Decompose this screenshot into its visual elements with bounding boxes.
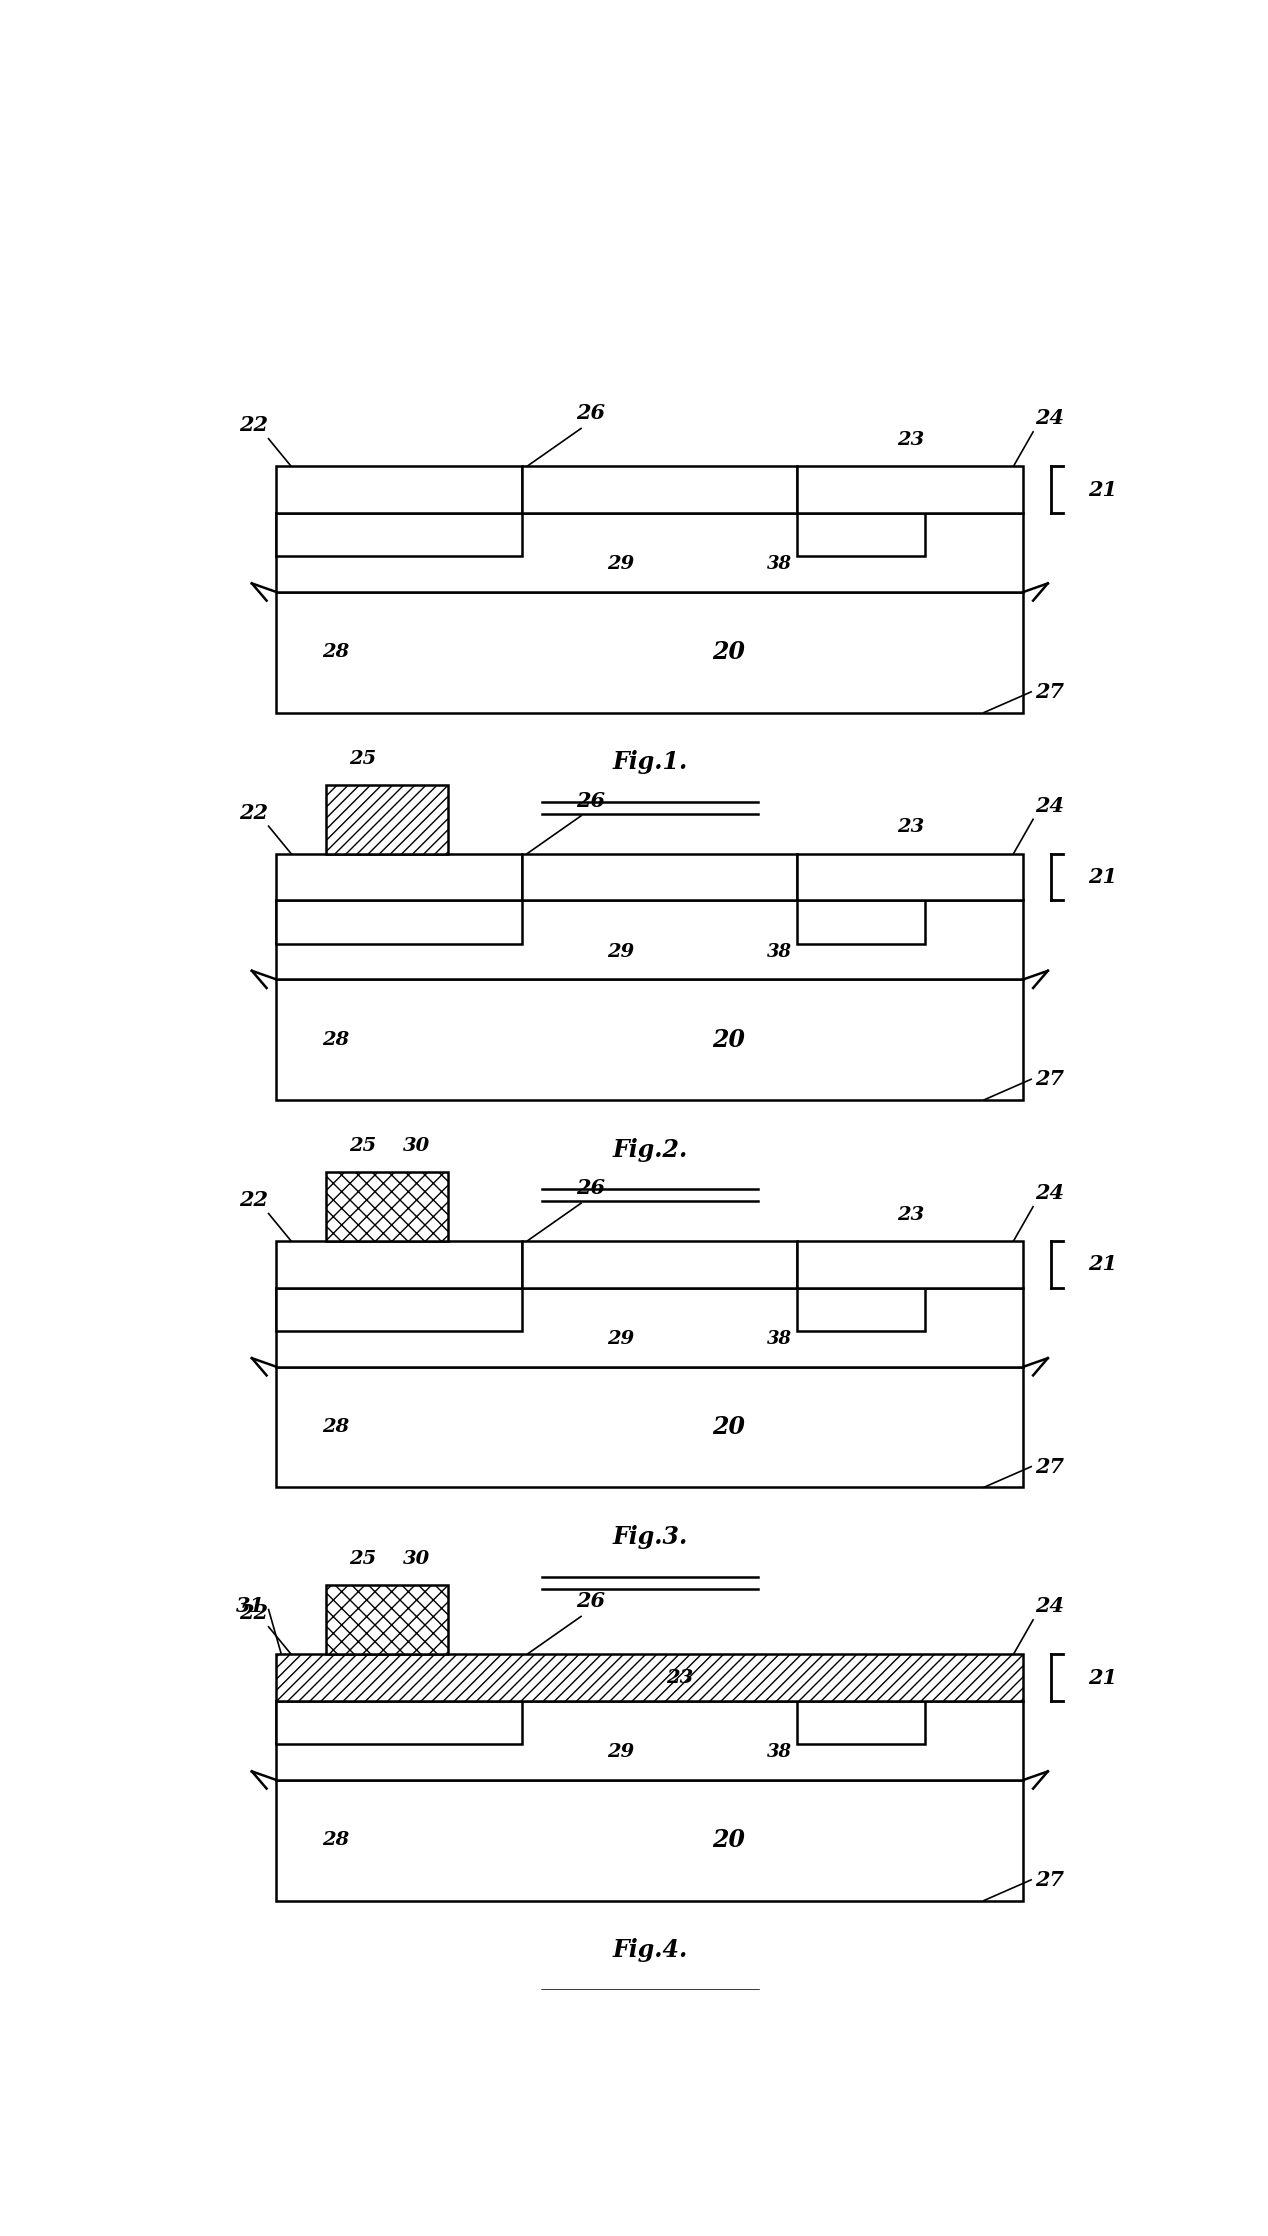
Text: 24: 24 (1035, 409, 1064, 429)
Bar (276, 1702, 522, 1744)
Bar (276, 512, 1023, 593)
Text: 26: 26 (577, 402, 605, 423)
Text: 23: 23 (896, 818, 924, 836)
Text: 21: 21 (1088, 868, 1117, 888)
Bar (522, 1241, 798, 1288)
Text: 24: 24 (1035, 1597, 1064, 1617)
Bar (276, 1288, 1023, 1366)
Bar (276, 901, 522, 944)
Bar (276, 593, 1023, 713)
Text: 28: 28 (322, 1831, 349, 1849)
Text: 38: 38 (767, 1744, 792, 1762)
Text: 28: 28 (322, 644, 349, 662)
Text: Fig.1.: Fig.1. (612, 751, 687, 774)
Text: 21: 21 (1088, 1254, 1117, 1275)
Bar (276, 1241, 522, 1288)
Text: 23: 23 (896, 432, 924, 449)
Text: 29: 29 (607, 555, 634, 572)
Text: 25: 25 (349, 1550, 377, 1567)
Bar (326, 1172, 449, 1241)
Bar (326, 785, 449, 854)
Bar (276, 467, 522, 512)
Text: 38: 38 (767, 944, 792, 961)
Bar (798, 512, 926, 557)
Text: 21: 21 (1088, 1668, 1117, 1688)
Text: 29: 29 (607, 944, 634, 961)
Text: 22: 22 (240, 416, 269, 436)
Bar (276, 979, 1023, 1100)
Bar (798, 1241, 1023, 1288)
Text: Fig.3.: Fig.3. (612, 1525, 687, 1550)
Bar (798, 1702, 926, 1744)
Text: 20: 20 (711, 639, 746, 664)
Text: 22: 22 (240, 803, 269, 823)
Text: 20: 20 (711, 1029, 746, 1051)
Text: 22: 22 (240, 1603, 269, 1623)
Text: 25: 25 (349, 749, 377, 767)
Text: 26: 26 (577, 1178, 605, 1198)
Bar (798, 467, 1023, 512)
Text: 28: 28 (322, 1418, 349, 1436)
Text: 27: 27 (1035, 1456, 1064, 1476)
Bar (276, 1655, 1023, 1702)
Text: 31: 31 (236, 1597, 265, 1617)
Text: 30: 30 (403, 1550, 430, 1567)
Bar (798, 1288, 926, 1330)
Text: 20: 20 (711, 1829, 746, 1851)
Bar (276, 1288, 522, 1330)
Text: 21: 21 (1088, 479, 1117, 499)
Text: 27: 27 (1035, 1069, 1064, 1089)
Text: 23: 23 (666, 1668, 692, 1686)
Text: 24: 24 (1035, 796, 1064, 816)
Text: 25: 25 (349, 1136, 377, 1156)
Text: 38: 38 (767, 1330, 792, 1348)
Text: 28: 28 (322, 1031, 349, 1049)
Text: 22: 22 (240, 1190, 269, 1210)
Text: 27: 27 (1035, 682, 1064, 702)
Text: Fig.4.: Fig.4. (612, 1939, 687, 1963)
Bar (276, 1780, 1023, 1901)
Text: 29: 29 (607, 1744, 634, 1762)
Text: 26: 26 (577, 1592, 605, 1612)
Bar (276, 854, 522, 901)
Bar (276, 512, 522, 557)
Bar (798, 901, 926, 944)
Text: 27: 27 (1035, 1869, 1064, 1889)
Bar (276, 1702, 1023, 1780)
Text: 20: 20 (711, 1415, 746, 1440)
Text: 23: 23 (896, 1205, 924, 1223)
Text: 24: 24 (1035, 1183, 1064, 1203)
Text: Fig.2.: Fig.2. (612, 1138, 687, 1163)
Text: 38: 38 (767, 555, 792, 572)
Bar (522, 467, 798, 512)
Text: 29: 29 (607, 1330, 634, 1348)
Text: 30: 30 (403, 1136, 430, 1156)
Text: 26: 26 (577, 792, 605, 812)
Bar (276, 1366, 1023, 1487)
Bar (522, 854, 798, 901)
Bar (326, 1585, 449, 1655)
Bar (798, 854, 1023, 901)
Bar (276, 901, 1023, 979)
